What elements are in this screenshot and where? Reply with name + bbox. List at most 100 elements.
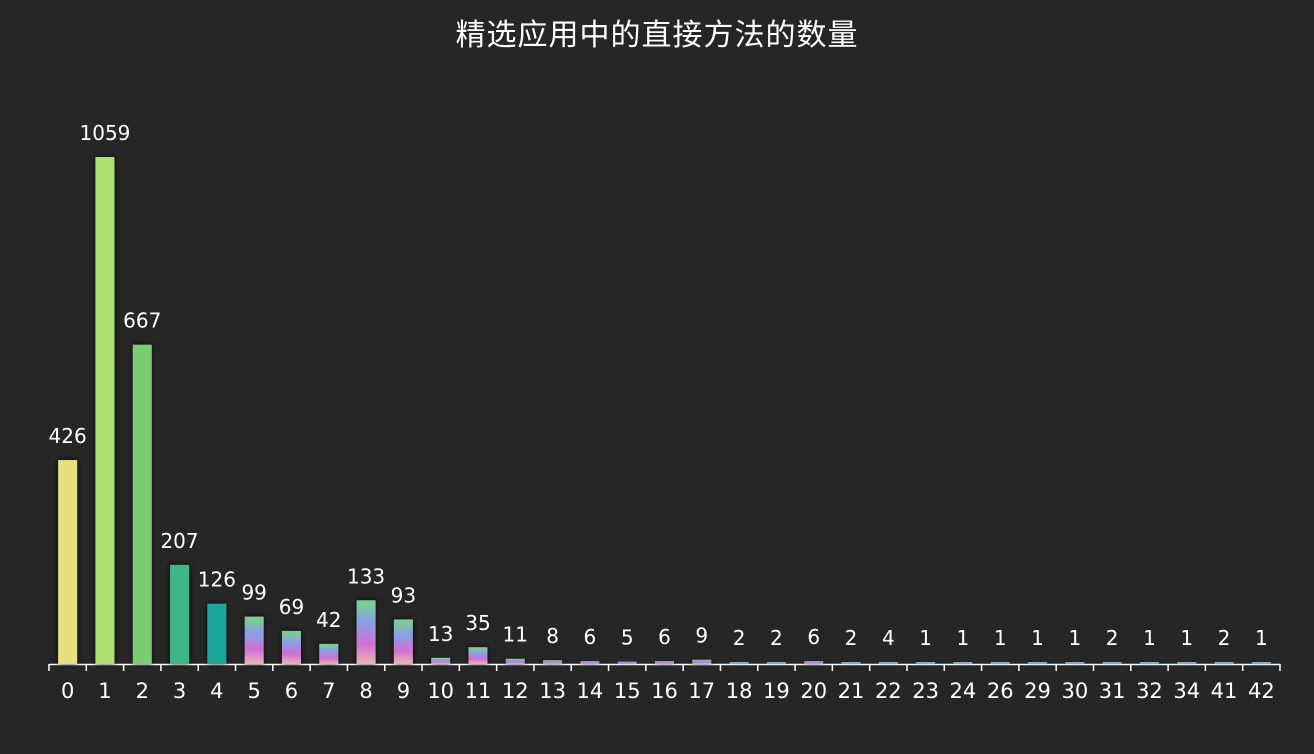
bar[interactable] [804,661,824,664]
x-tick-label: 21 [838,679,865,703]
bar[interactable] [916,662,936,664]
x-tick-label: 0 [61,679,74,703]
bar[interactable] [431,657,451,664]
bar[interactable] [990,662,1010,664]
bar[interactable] [692,659,712,664]
bar-value-label: 1 [1255,626,1268,650]
x-tick-label: 30 [1061,679,1088,703]
x-tick-label: 8 [359,679,372,703]
bar-value-label: 2 [845,626,858,650]
bar[interactable] [1139,662,1159,664]
x-tick-label: 16 [651,679,678,703]
x-tick-label: 15 [614,679,641,703]
x-tick-label: 4 [210,679,223,703]
bar-value-label: 99 [241,581,266,605]
bar-value-label: 4 [882,626,895,650]
x-tick-label: 3 [173,679,186,703]
bar[interactable] [841,662,861,664]
x-tick-label: 20 [800,679,827,703]
x-tick-label: 7 [322,679,335,703]
x-tick-label: 18 [726,679,753,703]
bar-value-label: 2 [1218,626,1231,650]
bar[interactable] [1102,662,1122,664]
bar-value-label: 426 [49,424,87,448]
bar-value-label: 1 [1068,626,1081,650]
bar-value-label: 6 [807,625,820,649]
x-tick-label: 9 [397,679,410,703]
x-tick-label: 26 [987,679,1014,703]
bar[interactable] [468,647,488,664]
bar[interactable] [356,600,376,664]
x-tick-label: 6 [285,679,298,703]
bar-value-label: 133 [347,564,385,588]
x-tick-label: 24 [950,679,977,703]
bar[interactable] [319,643,339,664]
bar[interactable] [505,658,525,664]
bar-value-label: 1059 [80,121,131,145]
bar-value-label: 2 [733,626,746,650]
bar-value-label: 5 [621,626,634,650]
bar-value-label: 13 [428,622,453,646]
bar[interactable] [393,619,413,664]
bar[interactable] [281,630,301,664]
bar[interactable] [132,344,152,664]
bar[interactable] [1251,662,1271,664]
x-tick-label: 41 [1211,679,1238,703]
bar-value-label: 1 [1143,626,1156,650]
x-tick-label: 5 [247,679,260,703]
bar-value-label: 35 [465,611,490,635]
bar[interactable] [953,662,973,664]
bar-value-label: 126 [198,568,236,592]
bar[interactable] [95,157,115,664]
bar-value-label: 1 [1180,626,1193,650]
x-tick-label: 23 [912,679,939,703]
bar-value-label: 1 [1031,626,1044,650]
bar[interactable] [58,460,78,664]
bar[interactable] [207,603,227,664]
bar-value-label: 69 [279,595,304,619]
x-tick-label: 1 [98,679,111,703]
bar-value-label: 6 [584,625,597,649]
x-tick-label: 32 [1136,679,1163,703]
x-tick-label: 42 [1248,679,1275,703]
x-tick-label: 29 [1024,679,1051,703]
bar[interactable] [655,661,674,664]
x-tick-label: 22 [875,679,902,703]
bar-value-label: 2 [1106,626,1119,650]
x-tick-label: 11 [465,679,492,703]
bar[interactable] [1065,662,1085,664]
x-tick-label: 31 [1099,679,1126,703]
bar[interactable] [244,616,264,664]
x-tick-label: 17 [688,679,715,703]
x-tick-label: 19 [763,679,790,703]
bar[interactable] [1028,662,1048,664]
x-tick-label: 13 [539,679,566,703]
bar-value-label: 1 [994,626,1007,650]
chart-title: 精选应用中的直接方法的数量 [455,18,859,53]
x-tick-label: 2 [136,679,149,703]
bar-value-label: 1 [957,626,970,650]
bar[interactable] [878,662,898,664]
bar-value-label: 11 [503,623,528,647]
bar-value-label: 6 [658,625,671,649]
bar-value-label: 207 [160,529,198,553]
bar[interactable] [1214,662,1234,664]
x-tick-label: 34 [1173,679,1200,703]
bar[interactable] [170,564,190,664]
bar[interactable] [617,661,637,664]
bar-value-label: 93 [391,583,416,607]
bar[interactable] [729,662,749,664]
bar-value-label: 8 [546,624,559,648]
bar-value-label: 667 [123,309,161,333]
bar[interactable] [766,662,786,664]
bar[interactable] [580,661,600,664]
bar[interactable] [1177,662,1197,664]
bar-value-label: 1 [919,626,932,650]
bar[interactable] [543,660,563,664]
x-tick-label: 10 [427,679,454,703]
bar-value-label: 9 [695,624,708,648]
bar-value-label: 42 [316,608,341,632]
x-tick-label: 12 [502,679,529,703]
